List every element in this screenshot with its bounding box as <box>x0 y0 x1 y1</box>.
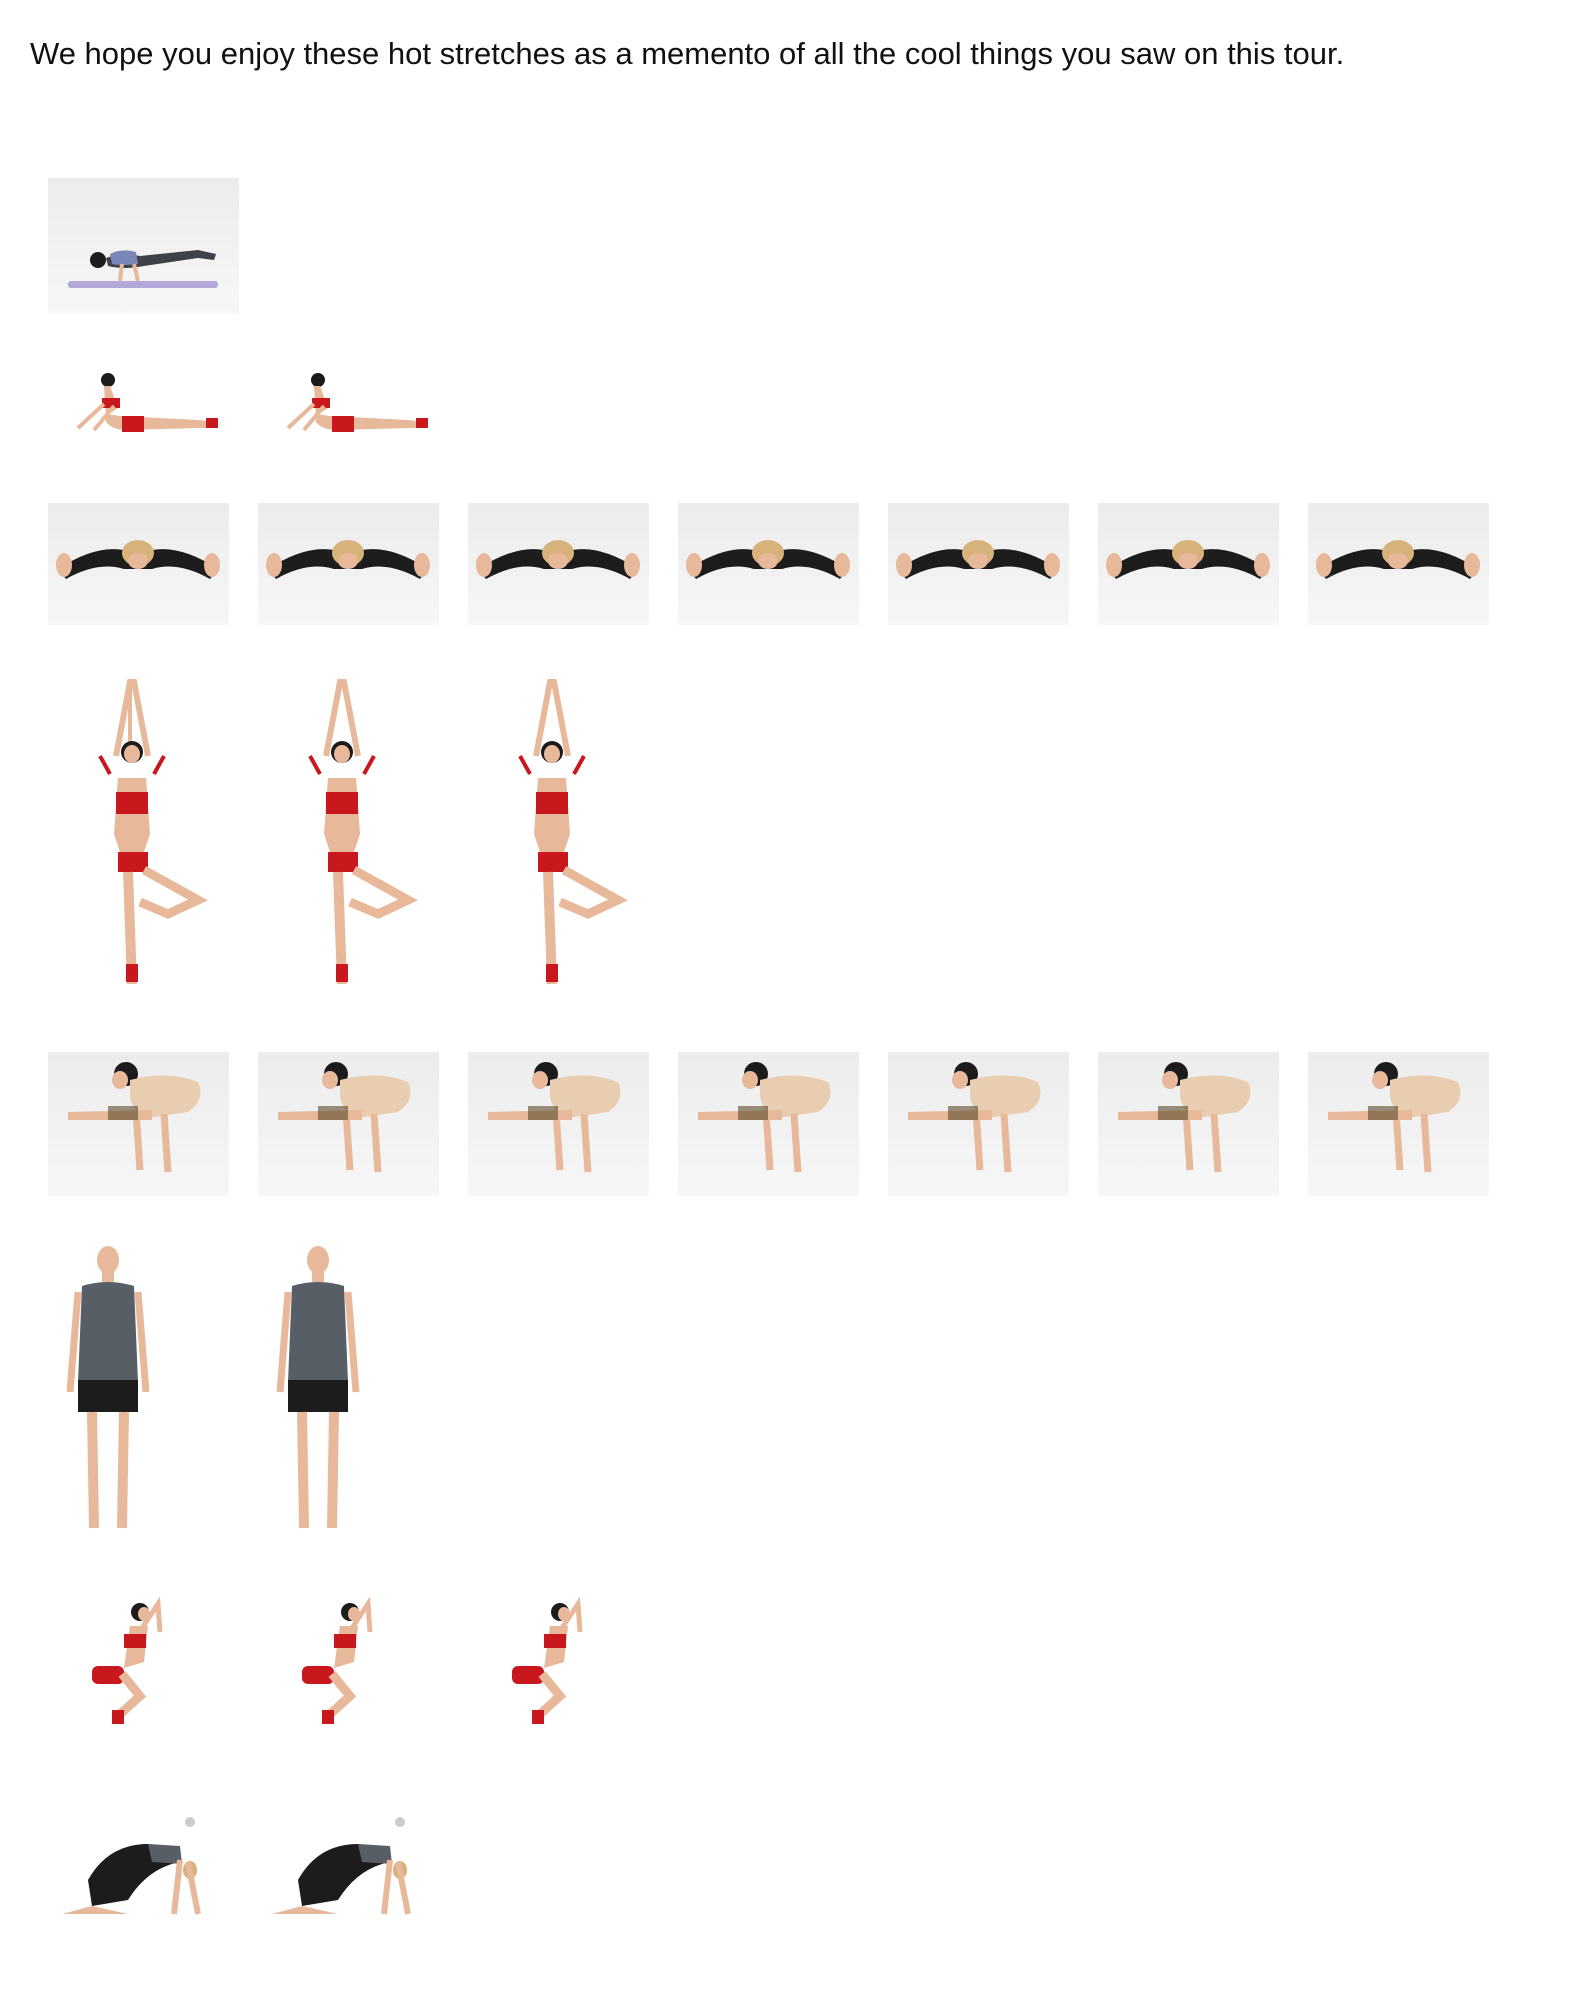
pose-image <box>48 1810 229 1930</box>
pose-image <box>258 1592 439 1762</box>
pose-image <box>468 1052 649 1196</box>
pose-row-chair <box>48 1592 649 1762</box>
pose-row-firefly <box>48 1052 1489 1196</box>
pose-image <box>258 1052 439 1196</box>
pose-image <box>1098 503 1279 625</box>
pose-row-cat-cow <box>48 1810 439 1930</box>
pose-image <box>1308 1052 1489 1196</box>
pose-image <box>678 1052 859 1196</box>
pose-image <box>258 503 439 625</box>
pose-row-standing-man <box>48 1242 439 1542</box>
pose-image <box>48 178 239 314</box>
pose-image <box>48 364 229 454</box>
pose-image <box>258 1242 439 1542</box>
pose-row-crow <box>48 178 239 314</box>
pose-image <box>1308 503 1489 625</box>
pose-row-cobra <box>48 364 439 454</box>
pose-image <box>468 674 649 1002</box>
pose-image <box>258 674 439 1002</box>
pose-image <box>1098 1052 1279 1196</box>
pose-image <box>48 503 229 625</box>
pose-image <box>258 364 439 454</box>
pose-image <box>678 503 859 625</box>
pose-image <box>48 1592 229 1762</box>
pose-image <box>888 503 1069 625</box>
pose-row-tree <box>48 674 649 1002</box>
intro-text: We hope you enjoy these hot stretches as… <box>30 36 1345 71</box>
pose-image <box>888 1052 1069 1196</box>
pose-image <box>48 674 229 1002</box>
pose-row-wide-leg-fold <box>48 503 1489 625</box>
pose-image <box>258 1810 439 1930</box>
pose-image <box>48 1052 229 1196</box>
pose-image <box>48 1242 229 1542</box>
pose-image <box>468 503 649 625</box>
pose-image <box>468 1592 649 1762</box>
